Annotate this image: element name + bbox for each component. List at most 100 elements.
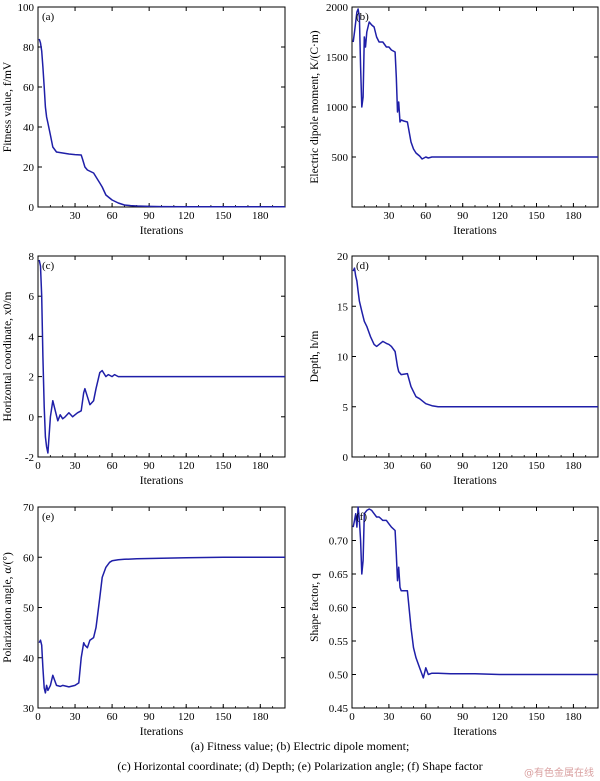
x-tick-label: 30 xyxy=(70,460,82,472)
y-tick-label: 0 xyxy=(29,412,35,424)
panel-c: 0 30 60 90 120 150 180-202468(c)IterationsHori… xyxy=(2,251,286,487)
y-tick-label: 0.55 xyxy=(329,636,349,648)
x-tick-label: 90 xyxy=(144,210,156,222)
x-tick-label: 150 xyxy=(215,210,232,222)
x-tick-label: 180 xyxy=(565,460,582,472)
plot-frame xyxy=(351,255,599,458)
x-tick-label: 90 xyxy=(144,711,156,723)
y-tick-label: 2 xyxy=(29,372,35,384)
y-tick-label: 1500 xyxy=(326,52,349,64)
y-axis-label: Horizontal coordinate, x0/m xyxy=(2,291,14,421)
panel-label: (d) xyxy=(356,260,369,272)
y-tick-label: 60 xyxy=(23,82,35,94)
series-line xyxy=(352,267,598,408)
x-tick-label: 120 xyxy=(491,210,508,222)
x-tick-label: 120 xyxy=(178,711,195,723)
panel-label: (c) xyxy=(42,260,55,272)
y-tick-label: 0.60 xyxy=(329,603,349,615)
x-axis-label: Iterations xyxy=(140,475,184,487)
x-tick-label: 30 xyxy=(70,210,82,222)
watermark: @有色金属在线 xyxy=(524,768,594,779)
panel-b: 30 60 90 120 150 180 500 1000 1500 2000 (b) Iterati… xyxy=(309,2,599,237)
panel-d: 30 60 90 120 150 180 0 5 10 15 20 (d) Iterations Dept… xyxy=(309,251,599,487)
x-tick-label: 30 xyxy=(383,711,395,723)
x-tick-label: 60 xyxy=(107,210,119,222)
y-tick-label: 500 xyxy=(332,152,349,164)
plot-frame xyxy=(37,6,286,208)
caption-line-2: (c) Horizontal coordinate; (d) Depth; (e… xyxy=(117,759,483,773)
series-line xyxy=(38,556,285,694)
y-tick-label: 6 xyxy=(29,291,35,303)
panel-label: (e) xyxy=(42,511,55,523)
x-tick-label: 60 xyxy=(420,711,432,723)
y-tick-label: 20 xyxy=(337,251,349,263)
panel-label: (f) xyxy=(356,511,367,523)
x-tick-label: 0 xyxy=(35,711,41,723)
x-tick-label: 180 xyxy=(252,210,269,222)
x-tick-label: 60 xyxy=(420,460,432,472)
series-line xyxy=(352,8,598,160)
x-tick-label: 60 xyxy=(107,711,119,723)
y-tick-label: 20 xyxy=(23,162,35,174)
x-tick-label: 150 xyxy=(528,460,545,472)
panel-e: 0 30 60 90 120 150 1803040506070(e)IterationsP… xyxy=(2,502,286,735)
y-tick-label: 15 xyxy=(337,301,349,313)
y-tick-label: 40 xyxy=(23,653,35,665)
x-tick-label: 30 xyxy=(383,210,395,222)
x-tick-label: 180 xyxy=(252,711,269,723)
y-tick-label: 0.45 xyxy=(329,703,349,715)
x-axis-label: Iterations xyxy=(140,726,184,735)
x-tick-label: 150 xyxy=(528,711,545,723)
y-tick-label: 4 xyxy=(29,331,35,343)
y-tick-label: 0 xyxy=(343,452,349,464)
x-tick-label: 60 xyxy=(420,210,432,222)
y-tick-label: 2000 xyxy=(326,2,349,14)
panel-label: (b) xyxy=(356,11,369,23)
y-axis-label: Depth, h/m xyxy=(309,331,321,383)
x-tick-label: 120 xyxy=(178,210,195,222)
x-tick-label: 180 xyxy=(252,460,269,472)
y-tick-label: 0.70 xyxy=(329,536,349,548)
figure-grid: 30 60 90 120 150 180020406080100(a)Iterations… xyxy=(2,2,599,735)
y-axis-label: Electric dipole moment, K/(C·m) xyxy=(309,30,321,183)
x-tick-label: 120 xyxy=(491,711,508,723)
series-line xyxy=(38,259,285,454)
x-axis-label: Iterations xyxy=(140,225,184,237)
x-axis-label: Iterations xyxy=(453,726,497,735)
y-tick-label: 1000 xyxy=(326,102,349,114)
y-tick-label: 10 xyxy=(337,352,349,364)
panel-a: 30 60 90 120 150 180 0 20 40 60 80 100 (a) Iterations… xyxy=(2,2,286,237)
plot-frame xyxy=(37,506,286,709)
caption-line-1: (a) Fitness value; (b) Electric dipole m… xyxy=(190,739,410,753)
y-axis-label: Fitness value, f/mV xyxy=(2,61,14,152)
x-tick-label: 150 xyxy=(215,711,232,723)
x-tick-label: 30 xyxy=(70,711,82,723)
x-tick-label: 90 xyxy=(457,460,469,472)
y-tick-label: 0.50 xyxy=(329,670,349,682)
x-tick-label: 90 xyxy=(457,210,469,222)
x-tick-label: 0 xyxy=(349,711,355,723)
x-tick-label: 120 xyxy=(178,460,195,472)
series-line xyxy=(352,506,598,679)
y-tick-label: 100 xyxy=(18,2,35,14)
x-tick-label: 150 xyxy=(215,460,232,472)
panel-label: (a) xyxy=(42,11,55,23)
y-tick-label: 70 xyxy=(23,502,35,514)
y-tick-label: 40 xyxy=(23,122,35,134)
x-tick-label: 150 xyxy=(528,210,545,222)
y-tick-label: 0.65 xyxy=(329,569,349,581)
y-tick-label: 80 xyxy=(23,42,35,54)
y-tick-label: 5 xyxy=(343,402,349,414)
x-axis-label: Iterations xyxy=(453,225,497,237)
plot-frame xyxy=(351,506,599,709)
x-tick-label: 180 xyxy=(565,210,582,222)
series-line xyxy=(38,38,285,208)
panel-f: 0 30 60 90 120 150 180 0.45 0.50 0.55 0.60 0.65 0.70… xyxy=(309,506,599,735)
y-tick-label: 60 xyxy=(23,552,35,564)
x-tick-label: 0 xyxy=(35,460,41,472)
x-tick-label: 90 xyxy=(457,711,469,723)
y-axis-label: Shape factor, q xyxy=(309,573,321,642)
x-tick-label: 30 xyxy=(383,460,395,472)
y-tick-label: 0 xyxy=(29,202,35,214)
x-tick-label: 60 xyxy=(107,460,119,472)
